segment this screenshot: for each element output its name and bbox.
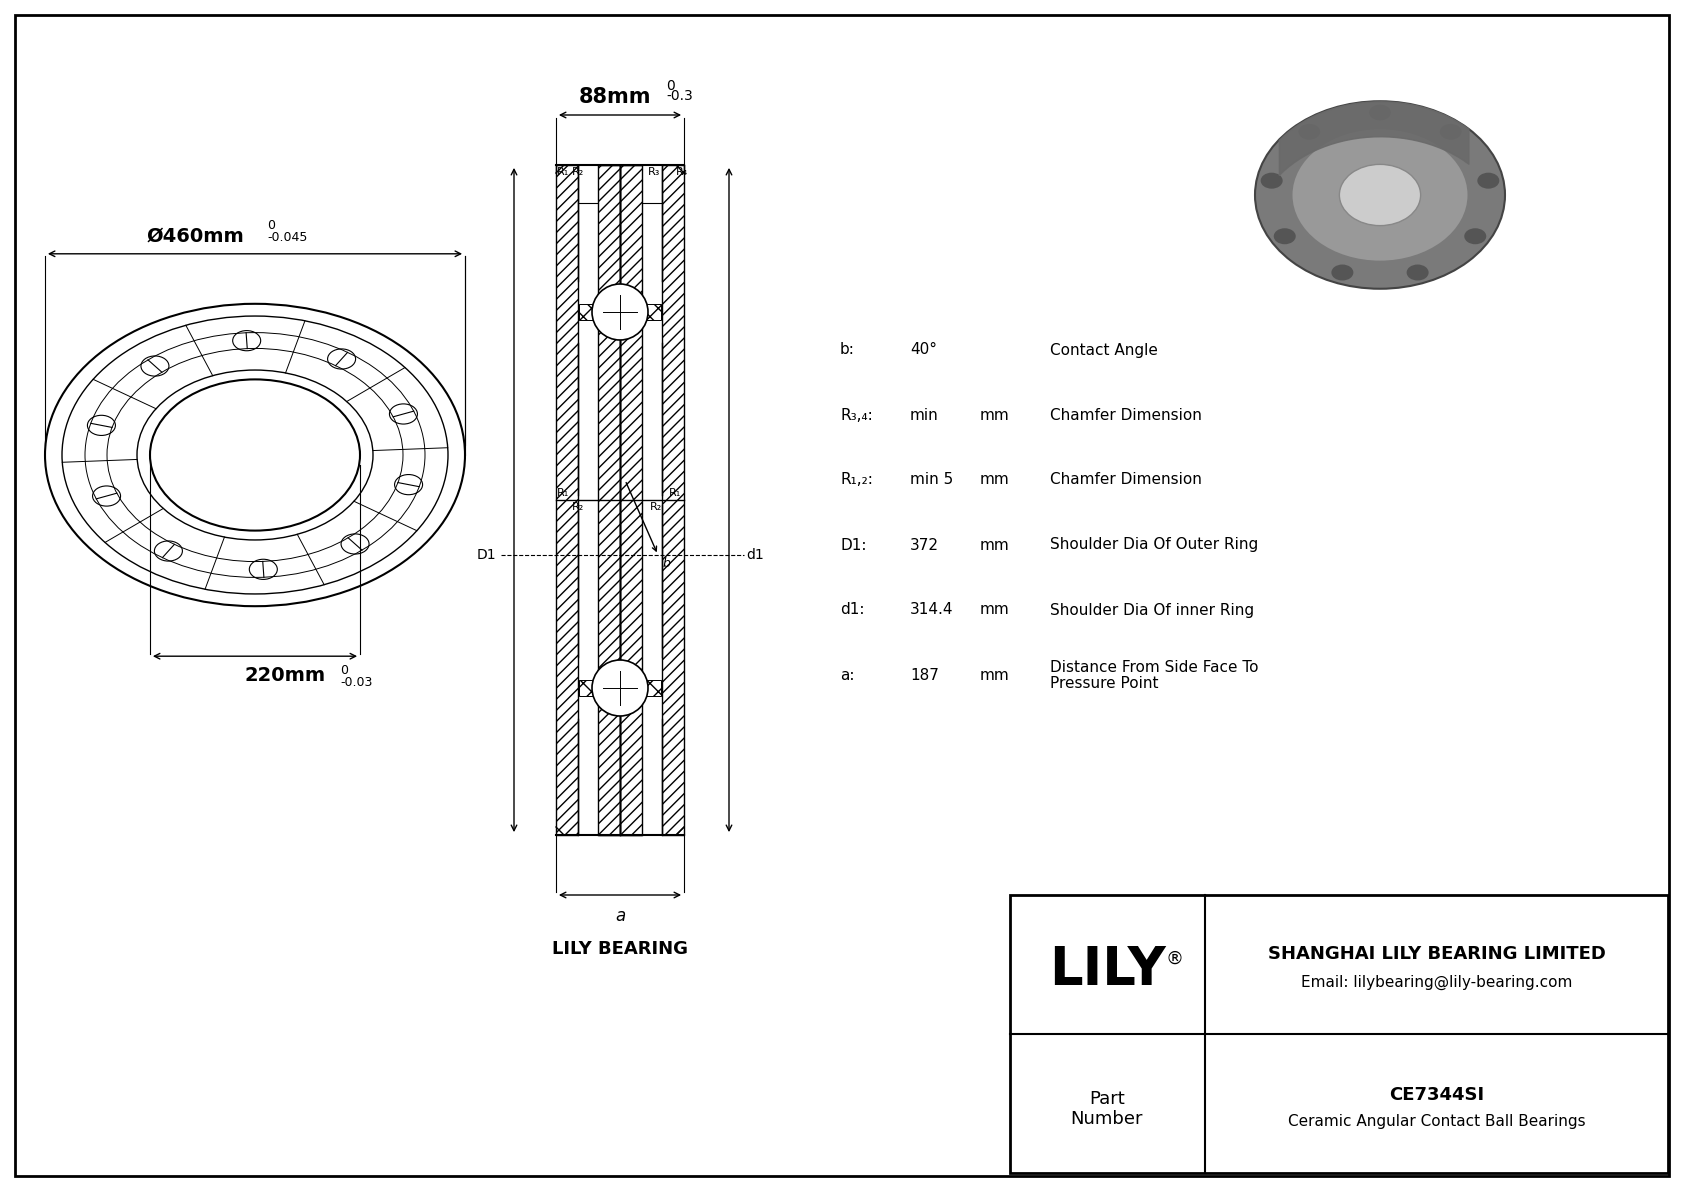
Text: R₁: R₁ — [557, 167, 569, 177]
Text: 220mm: 220mm — [244, 666, 325, 685]
Text: mm: mm — [980, 537, 1010, 553]
Text: Shoulder Dia Of Outer Ring: Shoulder Dia Of Outer Ring — [1051, 537, 1258, 553]
Bar — [556, 166, 578, 835]
Text: Ø460mm: Ø460mm — [147, 226, 244, 245]
Bar — [620, 166, 642, 835]
Ellipse shape — [1339, 164, 1421, 225]
Circle shape — [593, 283, 648, 339]
Text: D1:: D1: — [840, 537, 867, 553]
Text: 0: 0 — [340, 665, 349, 678]
Ellipse shape — [1298, 124, 1320, 139]
Text: -0.3: -0.3 — [665, 89, 692, 102]
Ellipse shape — [1293, 130, 1467, 261]
Ellipse shape — [1477, 173, 1499, 188]
Text: Contact Angle: Contact Angle — [1051, 343, 1159, 357]
Text: Part
Number: Part Number — [1071, 1090, 1143, 1128]
Bar — [598, 166, 620, 835]
Ellipse shape — [1406, 264, 1428, 281]
Bar — [1010, 894, 1667, 1173]
Text: min: min — [909, 407, 938, 423]
Text: R₁,₂:: R₁,₂: — [840, 473, 872, 487]
Text: D1: D1 — [477, 548, 497, 562]
Text: Email: lilybearing@lily-bearing.com: Email: lilybearing@lily-bearing.com — [1300, 974, 1573, 990]
Text: min 5: min 5 — [909, 473, 953, 487]
Ellipse shape — [1440, 124, 1462, 139]
Text: d1: d1 — [746, 548, 765, 562]
Bar — [645, 680, 662, 696]
Text: 0: 0 — [268, 219, 274, 232]
Bar — [645, 304, 662, 320]
Text: Distance From Side Face To: Distance From Side Face To — [1051, 660, 1258, 674]
Text: a:: a: — [840, 667, 854, 682]
Bar — [662, 166, 684, 835]
Text: R₃,₄:: R₃,₄: — [840, 407, 872, 423]
Text: ®: ® — [1165, 950, 1182, 968]
Text: -0.03: -0.03 — [340, 676, 372, 690]
Text: 187: 187 — [909, 667, 940, 682]
Text: mm: mm — [980, 407, 1010, 423]
Text: b: b — [663, 557, 670, 570]
Text: LILY: LILY — [1049, 944, 1165, 996]
Text: Ceramic Angular Contact Ball Bearings: Ceramic Angular Contact Ball Bearings — [1288, 1114, 1585, 1129]
Text: a: a — [615, 908, 625, 925]
Text: R₁: R₁ — [557, 488, 569, 498]
Text: SHANGHAI LILY BEARING LIMITED: SHANGHAI LILY BEARING LIMITED — [1268, 946, 1605, 964]
Ellipse shape — [1273, 229, 1295, 244]
Text: R₁: R₁ — [669, 488, 680, 498]
Text: mm: mm — [980, 603, 1010, 617]
Text: 314.4: 314.4 — [909, 603, 953, 617]
Ellipse shape — [1465, 229, 1487, 244]
Ellipse shape — [1261, 173, 1283, 188]
Text: Chamfer Dimension: Chamfer Dimension — [1051, 473, 1202, 487]
Text: R₂: R₂ — [650, 501, 662, 512]
Text: mm: mm — [980, 667, 1010, 682]
Text: 0: 0 — [665, 79, 675, 93]
Text: b:: b: — [840, 343, 855, 357]
Bar — [579, 304, 594, 320]
Text: Chamfer Dimension: Chamfer Dimension — [1051, 407, 1202, 423]
Ellipse shape — [1369, 105, 1391, 120]
Circle shape — [593, 660, 648, 716]
Text: -0.045: -0.045 — [268, 231, 308, 244]
Text: 372: 372 — [909, 537, 940, 553]
Text: 88mm: 88mm — [579, 87, 652, 107]
Text: mm: mm — [980, 473, 1010, 487]
Text: LILY BEARING: LILY BEARING — [552, 940, 689, 958]
Text: 40°: 40° — [909, 343, 936, 357]
Text: R₃: R₃ — [648, 167, 660, 177]
Bar — [579, 680, 594, 696]
Text: R₂: R₂ — [573, 167, 584, 177]
Text: d1:: d1: — [840, 603, 864, 617]
Text: Pressure Point: Pressure Point — [1051, 675, 1159, 691]
Ellipse shape — [1332, 264, 1354, 281]
Ellipse shape — [1255, 101, 1505, 288]
Text: CE7344SI: CE7344SI — [1389, 1086, 1484, 1104]
Text: R₄: R₄ — [675, 167, 689, 177]
Text: R₂: R₂ — [573, 501, 584, 512]
Text: Shoulder Dia Of inner Ring: Shoulder Dia Of inner Ring — [1051, 603, 1255, 617]
